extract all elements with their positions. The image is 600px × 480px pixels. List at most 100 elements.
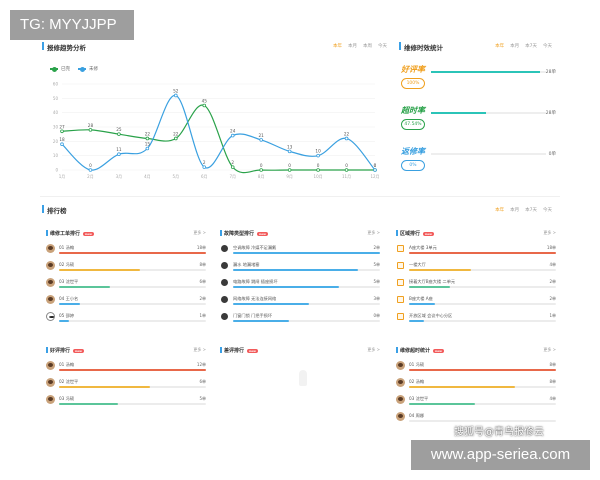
x-tick-label: 11月 bbox=[342, 174, 351, 179]
data-point bbox=[60, 129, 64, 134]
rank-row[interactable]: 接着大厅B座大楼 二单元 2单 bbox=[396, 278, 556, 294]
rank-bar-fill bbox=[59, 403, 118, 405]
x-tick-label: 10月 bbox=[314, 174, 323, 179]
data-point bbox=[88, 128, 93, 132]
more-link[interactable]: 更多 > bbox=[543, 347, 556, 352]
efficiency-filters: 本年 本月 本7天 今天 bbox=[495, 43, 552, 49]
ranking-title: 排行榜 bbox=[42, 205, 67, 215]
rank-value: 8单 bbox=[199, 262, 206, 267]
data-label: 10 bbox=[315, 149, 321, 154]
rank-row[interactable]: 漏水 地漏堵塞 5单 bbox=[220, 261, 380, 277]
filter-month[interactable]: 本月 bbox=[348, 44, 357, 49]
rank-name: 网络故障 无法连接网络 bbox=[233, 296, 277, 301]
rank-row[interactable]: 03 沈世平 4单 bbox=[396, 395, 556, 411]
fault-type-icon bbox=[221, 245, 228, 252]
filter-today[interactable]: 今天 bbox=[543, 208, 552, 213]
rank-value: 2单 bbox=[373, 245, 380, 250]
rank-row[interactable]: 04 王小名 2单 bbox=[46, 295, 206, 311]
rank-bar-fill bbox=[233, 286, 339, 288]
avatar bbox=[46, 278, 55, 287]
legend-label: 已完 bbox=[61, 67, 70, 72]
data-label: 25 bbox=[116, 127, 122, 132]
data-point bbox=[259, 138, 263, 142]
more-link[interactable]: 更多 > bbox=[543, 230, 556, 235]
rank-bar-fill bbox=[409, 269, 471, 271]
rank-bar-track bbox=[59, 320, 206, 322]
filter-year[interactable]: 本年 bbox=[495, 44, 505, 49]
filter-month[interactable]: 本月 bbox=[510, 44, 520, 49]
filter-year[interactable]: 本年 bbox=[495, 208, 505, 213]
rank-row[interactable]: 01 汤翰 18单 bbox=[46, 244, 206, 260]
rank-column-title: 差评排行 new bbox=[220, 347, 258, 354]
rank-row[interactable]: 03 沈世平 6单 bbox=[46, 278, 206, 294]
rank-bar-fill bbox=[409, 403, 476, 405]
rank-column-title: 维修工单排行 new bbox=[46, 230, 94, 237]
rank-row[interactable]: A座大楼 3单元 18单 bbox=[396, 244, 556, 260]
data-label: 21 bbox=[259, 133, 265, 138]
rank-bar-fill bbox=[59, 269, 140, 271]
rank-value: 18单 bbox=[546, 245, 556, 250]
efficiency-bar-fill bbox=[431, 112, 487, 114]
rank-row[interactable]: 一楼大厅 4单 bbox=[396, 261, 556, 277]
efficiency-bar-track bbox=[431, 112, 546, 114]
more-link[interactable]: 更多 > bbox=[367, 230, 380, 235]
legend-completed[interactable]: 已完 bbox=[50, 66, 70, 72]
rank-bar-fill bbox=[409, 386, 515, 388]
rank-row[interactable]: 03 冯硕 5单 bbox=[46, 395, 206, 411]
rank-row[interactable]: 02 沈世平 6单 bbox=[46, 378, 206, 394]
rank-value: 18单 bbox=[196, 245, 206, 250]
filter-week[interactable]: 本周 bbox=[363, 44, 372, 49]
rank-row[interactable]: 01 汤翰 12单 bbox=[46, 361, 206, 377]
efficiency-bar-wrap: 0单 bbox=[401, 146, 556, 160]
legend-pending[interactable]: 未修 bbox=[78, 66, 98, 72]
filter-7days[interactable]: 本7天 bbox=[525, 208, 537, 213]
legend-label: 未修 bbox=[89, 67, 98, 72]
rank-bar-track bbox=[409, 320, 556, 322]
rank-name: 02 冯硕 bbox=[59, 262, 75, 267]
filter-today[interactable]: 今天 bbox=[378, 44, 387, 49]
rank-name: 接着大厅B座大楼 二单元 bbox=[409, 279, 456, 284]
rank-row[interactable]: 05 邵婷 1单 bbox=[46, 312, 206, 328]
data-label: 15 bbox=[145, 142, 151, 147]
rank-row[interactable]: 04 周娜 bbox=[396, 412, 556, 428]
rank-value: 3单 bbox=[373, 296, 380, 301]
rank-name: 02 汤翰 bbox=[409, 379, 425, 384]
rank-value: 8单 bbox=[549, 362, 556, 367]
location-icon bbox=[397, 296, 404, 303]
rank-row[interactable]: 网络故障 无法连接网络 3单 bbox=[220, 295, 380, 311]
rank-row[interactable]: 开放区域 会议中心分区 1单 bbox=[396, 312, 556, 328]
rank-row[interactable]: B座大楼 A座 2单 bbox=[396, 295, 556, 311]
rank-bar-fill bbox=[233, 320, 289, 322]
more-link[interactable]: 更多 > bbox=[193, 230, 206, 235]
data-label: 2 bbox=[203, 160, 206, 165]
rank-bar-track bbox=[409, 286, 556, 288]
trend-title: 报修趋势分析 bbox=[42, 42, 86, 52]
rank-name: 03 沈世平 bbox=[59, 279, 79, 284]
filter-month[interactable]: 本月 bbox=[510, 208, 520, 213]
data-label: 13 bbox=[287, 144, 293, 149]
ranking-filters: 本年 本月 本7天 今天 bbox=[495, 207, 552, 213]
data-point bbox=[287, 149, 292, 154]
more-link[interactable]: 更多 > bbox=[193, 347, 206, 352]
efficiency-percent: 100% bbox=[401, 78, 425, 89]
filter-year[interactable]: 本年 bbox=[333, 44, 342, 49]
filter-today[interactable]: 今天 bbox=[543, 44, 552, 49]
rank-row[interactable]: 电路故障 跳闸 插座损坏 5单 bbox=[220, 278, 380, 294]
rank-row[interactable]: 空调故障 冷媒不足漏氟 2单 bbox=[220, 244, 380, 260]
rank-row[interactable]: 02 冯硕 8单 bbox=[46, 261, 206, 277]
panda-avatar bbox=[46, 312, 55, 321]
y-tick-label: 20 bbox=[53, 139, 59, 144]
rank-bar-track bbox=[59, 403, 206, 405]
new-badge: new bbox=[257, 231, 268, 236]
rank-row[interactable]: 02 汤翰 8单 bbox=[396, 378, 556, 394]
rank-value: 5单 bbox=[199, 396, 206, 401]
more-link[interactable]: 更多 > bbox=[367, 347, 380, 352]
rank-row[interactable]: 门窗门锁 门把手损坏 0单 bbox=[220, 312, 380, 328]
rank-row[interactable]: 01 冯硕 8单 bbox=[396, 361, 556, 377]
location-icon bbox=[397, 313, 404, 320]
rank-name: 一楼大厅 bbox=[409, 262, 426, 267]
rank-bar-fill bbox=[409, 320, 424, 322]
filter-7days[interactable]: 本7天 bbox=[525, 44, 537, 49]
rank-value: 5单 bbox=[373, 279, 380, 284]
rank-bar-track bbox=[409, 420, 556, 422]
